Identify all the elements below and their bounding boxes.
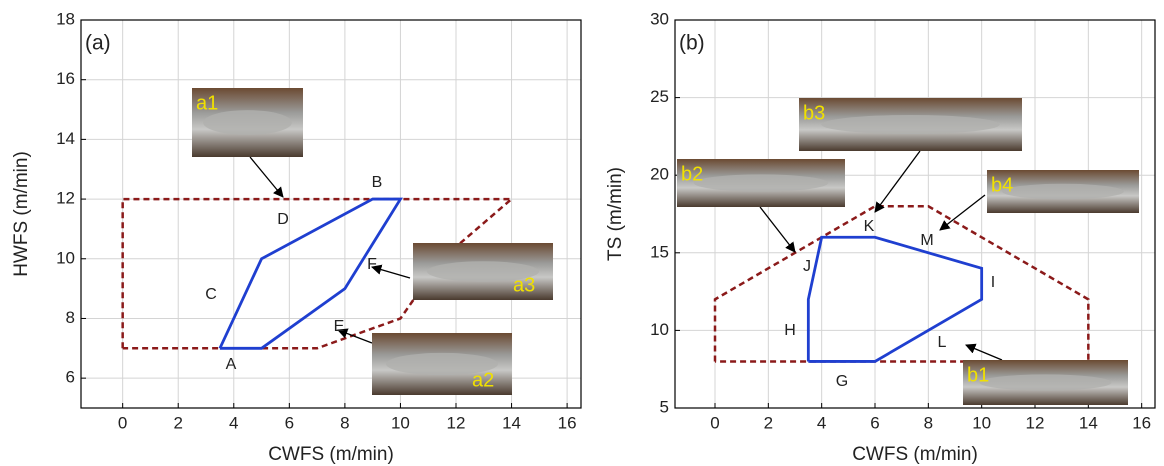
y-tick-label: 12 bbox=[56, 189, 75, 208]
x-tick-label: 14 bbox=[1079, 413, 1098, 432]
x-tick-label: 10 bbox=[391, 413, 410, 432]
point-label: M bbox=[920, 232, 933, 249]
x-tick-label: 4 bbox=[817, 413, 826, 432]
panel-label: (b) bbox=[679, 32, 705, 55]
weld-bead bbox=[1002, 184, 1124, 199]
inset-label: b4 bbox=[991, 174, 1013, 196]
x-tick-label: 14 bbox=[502, 413, 521, 432]
weld-bead bbox=[694, 174, 828, 191]
point-label: F bbox=[367, 256, 377, 273]
y-axis-label: HWFS (m/min) bbox=[11, 151, 32, 277]
y-tick-label: 16 bbox=[56, 69, 75, 88]
y-tick-label: 6 bbox=[66, 368, 75, 387]
x-axis-label: CWFS (m/min) bbox=[852, 444, 978, 465]
arrow bbox=[250, 157, 283, 197]
panel-label: (a) bbox=[85, 32, 111, 55]
region-boundary bbox=[220, 199, 401, 348]
point-label: B bbox=[372, 174, 383, 191]
weld-bead bbox=[980, 374, 1112, 390]
y-tick-label: 20 bbox=[650, 165, 669, 184]
x-tick-label: 8 bbox=[924, 413, 933, 432]
point-label: K bbox=[864, 218, 875, 235]
x-tick-label: 12 bbox=[1026, 413, 1045, 432]
point-label: A bbox=[226, 356, 237, 373]
y-tick-label: 15 bbox=[650, 242, 669, 261]
x-tick-label: 10 bbox=[972, 413, 991, 432]
region-boundary bbox=[808, 237, 981, 361]
x-tick-label: 16 bbox=[1132, 413, 1151, 432]
y-tick-label: 10 bbox=[650, 320, 669, 339]
y-tick-label: 10 bbox=[56, 248, 75, 267]
point-label: G bbox=[836, 373, 848, 390]
y-tick-label: 18 bbox=[56, 9, 75, 28]
y-tick-label: 5 bbox=[660, 397, 669, 416]
x-tick-label: 4 bbox=[229, 413, 238, 432]
x-tick-label: 8 bbox=[340, 413, 349, 432]
arrow bbox=[966, 345, 1002, 360]
arrow bbox=[940, 195, 985, 230]
inset-label: b1 bbox=[967, 364, 989, 386]
point-label: H bbox=[784, 322, 796, 339]
x-tick-label: 6 bbox=[870, 413, 879, 432]
x-tick-label: 2 bbox=[764, 413, 773, 432]
x-tick-label: 16 bbox=[558, 413, 577, 432]
point-label: L bbox=[938, 334, 947, 351]
plot-frame bbox=[675, 20, 1155, 408]
point-label: D bbox=[277, 211, 289, 228]
arrow bbox=[875, 151, 920, 212]
inset-label: a2 bbox=[472, 369, 494, 391]
point-label: C bbox=[205, 286, 217, 303]
x-tick-label: 12 bbox=[447, 413, 466, 432]
arrow bbox=[372, 267, 410, 278]
x-tick-label: 0 bbox=[710, 413, 719, 432]
inset-label: b2 bbox=[681, 163, 703, 185]
x-axis-label: CWFS (m/min) bbox=[268, 444, 394, 465]
inset-label: a3 bbox=[513, 274, 535, 296]
y-tick-label: 14 bbox=[56, 129, 75, 148]
y-tick-label: 30 bbox=[650, 9, 669, 28]
point-label: J bbox=[803, 258, 811, 275]
arrow bbox=[760, 207, 795, 252]
y-tick-label: 25 bbox=[650, 87, 669, 106]
region-boundary bbox=[715, 206, 1088, 361]
point-label: E bbox=[334, 318, 345, 335]
x-tick-label: 2 bbox=[173, 413, 182, 432]
weld-bead bbox=[821, 115, 999, 134]
point-label: I bbox=[991, 274, 995, 291]
y-axis-label: TS (m/min) bbox=[605, 167, 626, 261]
inset-label: a1 bbox=[196, 92, 218, 114]
x-tick-label: 6 bbox=[285, 413, 294, 432]
inset-label: b3 bbox=[803, 102, 825, 124]
y-tick-label: 8 bbox=[66, 308, 75, 327]
x-tick-label: 0 bbox=[118, 413, 127, 432]
figure: 0 2 4 6 8 10 12 14 16 6 8 10 12 14 16 18 CWFS (m/min) HWF… bbox=[0, 0, 1164, 466]
